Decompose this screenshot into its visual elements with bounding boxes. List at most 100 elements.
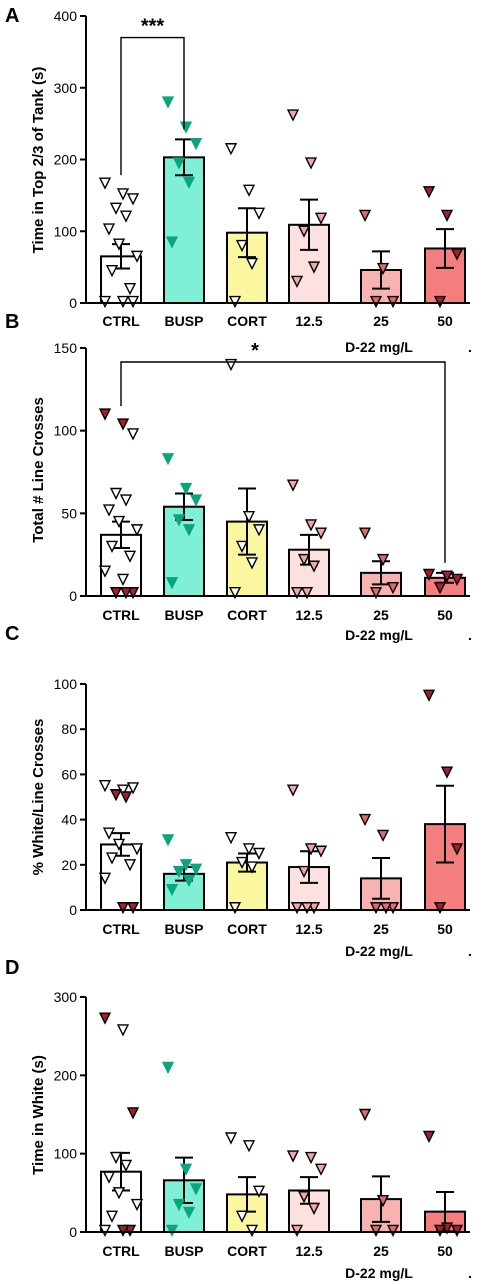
data-point	[297, 865, 311, 879]
panel-a: A 0 100 200 300 400 Time in Top 2/3 of Tank (s…	[5, 5, 472, 355]
data-point	[290, 275, 304, 289]
data-point	[189, 138, 203, 151]
data-point	[165, 577, 179, 590]
y-tick-label: 20	[61, 857, 77, 873]
y-tick-label: 40	[61, 812, 77, 828]
data-point	[228, 295, 242, 309]
y-axis-title: Time in White (s)	[30, 1055, 47, 1175]
data-point	[307, 1202, 321, 1216]
data-point	[286, 479, 300, 492]
data-point	[189, 863, 203, 876]
data-point	[307, 560, 321, 573]
data-point	[307, 261, 321, 274]
data-point	[286, 784, 300, 797]
data-point	[172, 157, 186, 170]
data-point	[109, 789, 123, 802]
data-point	[161, 1061, 175, 1075]
y-tick-label: 400	[54, 8, 78, 24]
data-point	[300, 586, 314, 600]
data-point	[358, 1108, 372, 1122]
x-tick-label: 50	[437, 921, 453, 937]
data-point	[304, 157, 318, 170]
data-point	[376, 553, 390, 567]
data-point	[126, 295, 140, 309]
data-point	[105, 1210, 119, 1223]
data-point	[119, 791, 133, 804]
data-point	[102, 1171, 116, 1184]
data-point	[450, 1224, 464, 1237]
data-point	[109, 202, 123, 215]
x-tick-label: CORT	[227, 313, 267, 329]
data-point	[440, 209, 454, 223]
data-point	[314, 845, 328, 858]
y-tick-label: 200	[54, 152, 78, 168]
data-point	[369, 295, 383, 309]
data-point	[433, 1224, 447, 1237]
data-point	[105, 265, 119, 278]
y-axis-title: % White/Line Crosses	[30, 719, 47, 876]
x-axis-dot: .	[468, 1265, 472, 1281]
data-point	[314, 1163, 328, 1176]
data-point	[165, 236, 179, 249]
data-point	[119, 494, 133, 507]
data-point	[102, 827, 116, 840]
data-point	[235, 856, 249, 870]
data-point	[182, 874, 196, 888]
data-point	[109, 487, 123, 501]
data-point	[300, 902, 314, 915]
data-point	[252, 847, 266, 861]
data-point	[376, 829, 390, 842]
data-point	[161, 834, 175, 847]
data-point	[112, 838, 126, 852]
data-point	[189, 1183, 203, 1196]
data-point	[286, 1150, 300, 1163]
y-tick-label: 150	[54, 340, 78, 356]
data-point	[376, 1194, 390, 1208]
data-point	[116, 1224, 130, 1237]
data-point	[286, 109, 300, 122]
y-tick-label: 0	[69, 588, 77, 604]
x-axis-dot: .	[468, 339, 472, 355]
data-point	[116, 188, 130, 201]
data-point	[119, 1159, 133, 1172]
data-point	[245, 257, 259, 271]
x-tick-label: BUSP	[165, 313, 204, 329]
data-point	[98, 295, 112, 309]
y-axis-title: Total # Line Crosses	[30, 397, 47, 543]
x-axis-subtitle: D-22 mg/L	[345, 339, 413, 355]
data-point	[290, 586, 304, 600]
data-point	[235, 1210, 249, 1223]
data-point	[98, 565, 112, 578]
data-point	[304, 519, 318, 532]
x-tick-label: 25	[373, 921, 389, 937]
data-point	[179, 859, 193, 872]
y-tick-label: 300	[54, 989, 78, 1005]
panel-b: B 0 50 100 150 Total # Line Crosses CTRL BUSP CO…	[5, 311, 472, 643]
x-tick-label: CORT	[227, 607, 267, 623]
y-axis-title: Time in Top 2/3 of Tank (s)	[30, 67, 47, 254]
data-point	[440, 766, 454, 779]
data-point	[290, 1224, 304, 1237]
panel-letter: C	[5, 623, 19, 645]
data-point	[224, 1132, 238, 1145]
y-tick-label: 100	[54, 423, 78, 439]
x-tick-label: 12.5	[295, 1243, 322, 1259]
data-point	[242, 184, 256, 197]
x-tick-label: CORT	[227, 1243, 267, 1259]
x-tick-label: BUSP	[165, 1243, 204, 1259]
data-point	[98, 872, 112, 885]
data-point	[126, 902, 140, 915]
significance-bracket	[120, 361, 446, 563]
data-point	[386, 582, 400, 595]
data-point	[130, 843, 144, 856]
data-point	[109, 1151, 123, 1165]
data-point	[179, 1163, 193, 1176]
x-axis-dot: .	[468, 943, 472, 959]
data-point	[172, 514, 186, 527]
panel-d: D 0 100 200 300 Time in White (s) CTRL BUSP CORT…	[5, 957, 472, 1281]
data-point	[165, 1224, 179, 1237]
data-point	[123, 859, 137, 872]
data-point	[314, 212, 328, 225]
x-tick-label: 50	[437, 607, 453, 623]
significance-label: ***	[141, 16, 165, 38]
